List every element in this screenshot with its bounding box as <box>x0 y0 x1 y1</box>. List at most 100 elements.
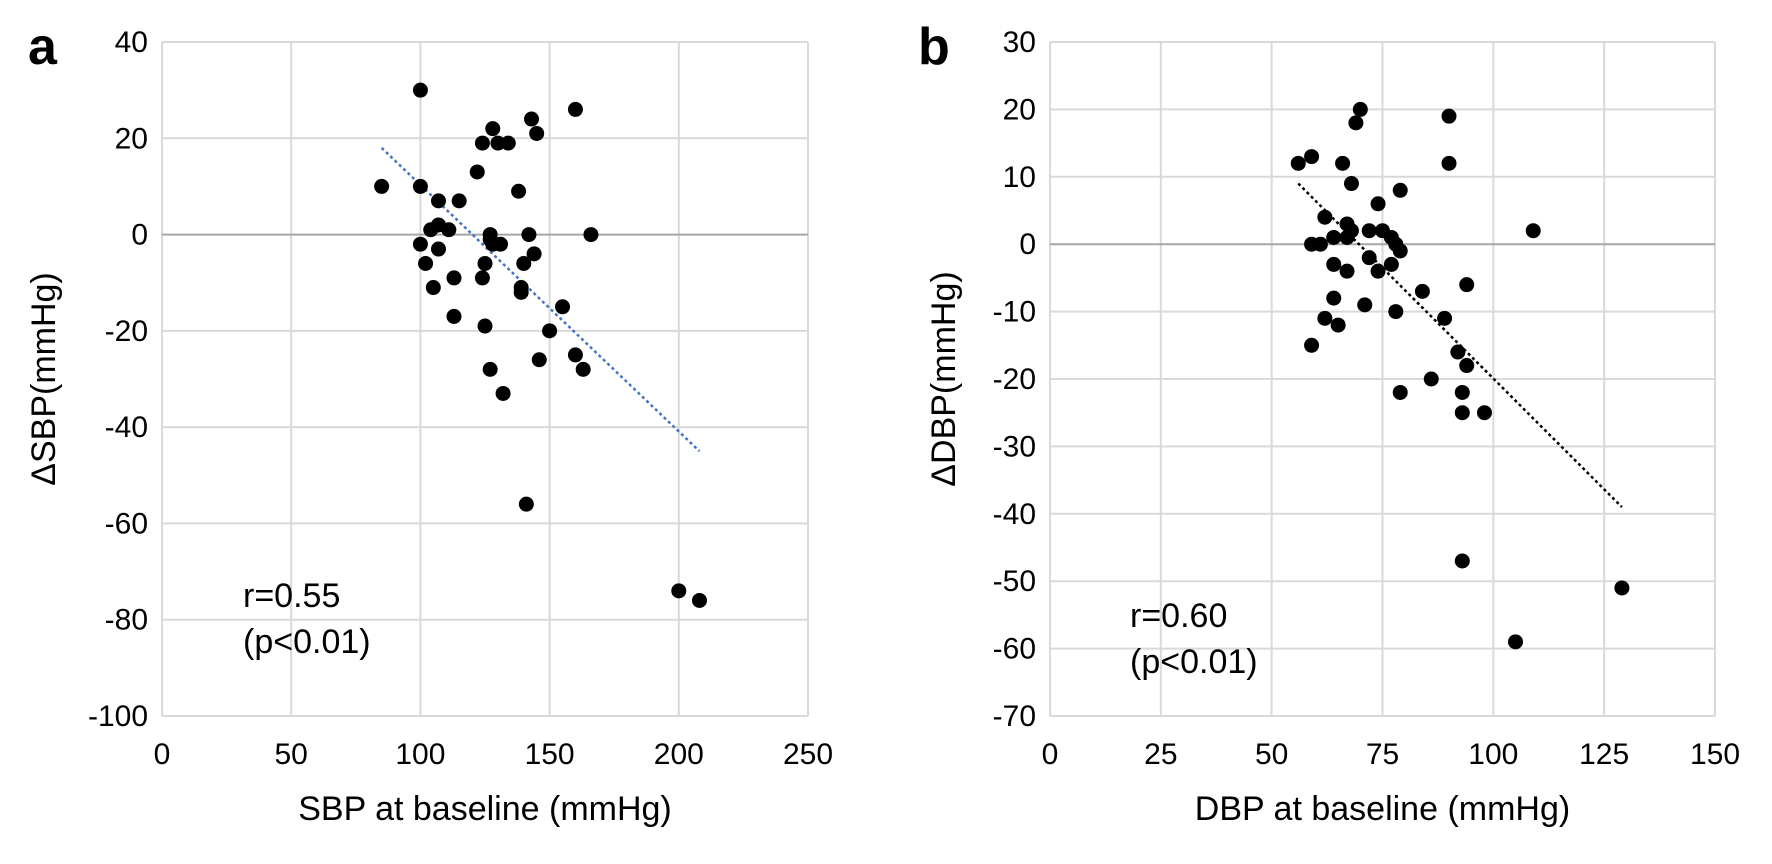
y-tick-label: 20 <box>1003 93 1036 126</box>
data-point <box>1459 277 1475 293</box>
data-point <box>1317 209 1333 225</box>
data-point <box>1317 310 1333 326</box>
data-point <box>477 318 493 334</box>
x-tick-label: 200 <box>654 738 704 771</box>
data-point <box>474 135 490 151</box>
data-point <box>446 270 462 286</box>
data-point <box>1476 405 1492 421</box>
y-tick-label: -50 <box>993 565 1036 598</box>
data-point <box>567 101 583 117</box>
panel-a-label: a <box>28 18 58 76</box>
data-point <box>529 125 545 141</box>
data-point <box>1441 108 1457 124</box>
x-tick-label: 25 <box>1144 738 1177 771</box>
data-point <box>493 236 509 252</box>
data-point <box>412 178 428 194</box>
data-point <box>1388 304 1404 320</box>
data-point <box>526 246 542 262</box>
y-tick-label: -40 <box>105 411 148 444</box>
data-point <box>1614 580 1630 596</box>
panel-b-x-tick-labels: 0 25 50 75 100 125 150 <box>1042 738 1740 771</box>
panel-b-grid <box>1049 41 1716 717</box>
x-tick-label: 0 <box>154 738 171 771</box>
data-point <box>1361 223 1377 239</box>
data-point <box>691 592 707 608</box>
data-point <box>583 227 599 243</box>
trendline <box>380 147 701 453</box>
y-tick-label: -70 <box>993 700 1036 733</box>
data-point <box>441 222 457 238</box>
data-point <box>524 111 540 127</box>
data-point <box>490 135 506 151</box>
panel-b-x-axis-label: DBP at baseline (mmHg) <box>1195 790 1570 828</box>
data-point <box>477 255 493 271</box>
data-point <box>542 323 558 339</box>
y-tick-label: 40 <box>115 26 148 59</box>
data-point <box>1423 371 1439 387</box>
data-point <box>500 135 516 151</box>
data-point <box>446 308 462 324</box>
data-point <box>1357 297 1373 313</box>
x-tick-label: 250 <box>783 738 833 771</box>
y-tick-label: -20 <box>105 315 148 348</box>
x-tick-label: 50 <box>1255 738 1288 771</box>
data-point <box>1392 384 1408 400</box>
data-point <box>1304 149 1320 165</box>
data-point <box>1326 229 1342 245</box>
data-point <box>1454 553 1470 569</box>
data-point <box>1392 243 1408 259</box>
data-point <box>1437 310 1453 326</box>
data-point <box>516 255 532 271</box>
data-point <box>1459 358 1475 374</box>
data-point <box>511 183 527 199</box>
y-tick-label: 0 <box>131 219 148 252</box>
data-point <box>412 82 428 98</box>
panel-b-y-axis-label: ΔDBP(mmHg) <box>925 271 963 486</box>
data-point <box>374 178 390 194</box>
data-point <box>513 284 529 300</box>
data-point <box>495 385 511 401</box>
data-point <box>1326 290 1342 306</box>
data-point <box>1335 155 1351 171</box>
data-point <box>451 193 467 209</box>
data-point <box>1352 101 1368 117</box>
data-point <box>555 299 571 315</box>
y-tick-label: -60 <box>105 507 148 540</box>
data-point <box>1339 263 1355 279</box>
data-point <box>418 255 434 271</box>
data-point <box>412 236 428 252</box>
y-tick-label: -10 <box>993 296 1036 329</box>
data-point <box>1343 223 1359 239</box>
x-tick-label: 100 <box>1468 738 1518 771</box>
y-tick-label: -60 <box>993 633 1036 666</box>
panel-a-correlation-r: r=0.55 <box>243 577 340 615</box>
panel-a-x-axis-label: SBP at baseline (mmHg) <box>298 790 672 828</box>
panel-a-x-tick-labels: 0 50 100 150 200 250 <box>154 738 833 771</box>
y-tick-label: -100 <box>88 700 148 733</box>
data-point <box>1450 344 1466 360</box>
panel-b-label: b <box>918 18 950 76</box>
data-point <box>1383 256 1399 272</box>
panel-b-correlation-r: r=0.60 <box>1130 597 1227 635</box>
data-point <box>1361 250 1377 266</box>
data-point <box>1454 405 1470 421</box>
data-point <box>1312 236 1328 252</box>
data-point <box>1508 634 1523 650</box>
data-point <box>482 361 498 377</box>
data-point <box>1392 182 1408 198</box>
data-point <box>1414 283 1430 299</box>
data-point <box>671 583 687 599</box>
panel-b-points <box>1290 101 1630 650</box>
panel-a-y-axis-label: ΔSBP(mmHg) <box>25 272 63 486</box>
panel-b-scatter-chart: 0 25 50 75 100 125 150 -70 -60 -50 -40 -30 -20 -10 0 1… <box>918 18 1740 828</box>
panel-a-correlation-p: (p<0.01) <box>243 623 371 661</box>
data-point <box>1525 223 1541 239</box>
data-point <box>430 193 446 209</box>
x-tick-label: 50 <box>275 738 308 771</box>
data-point <box>1370 196 1386 212</box>
panel-a-y-tick-labels: -100 -80 -60 -40 -20 0 20 40 <box>88 26 148 733</box>
data-point <box>1304 337 1320 353</box>
panel-a-trendline-group <box>380 147 701 453</box>
